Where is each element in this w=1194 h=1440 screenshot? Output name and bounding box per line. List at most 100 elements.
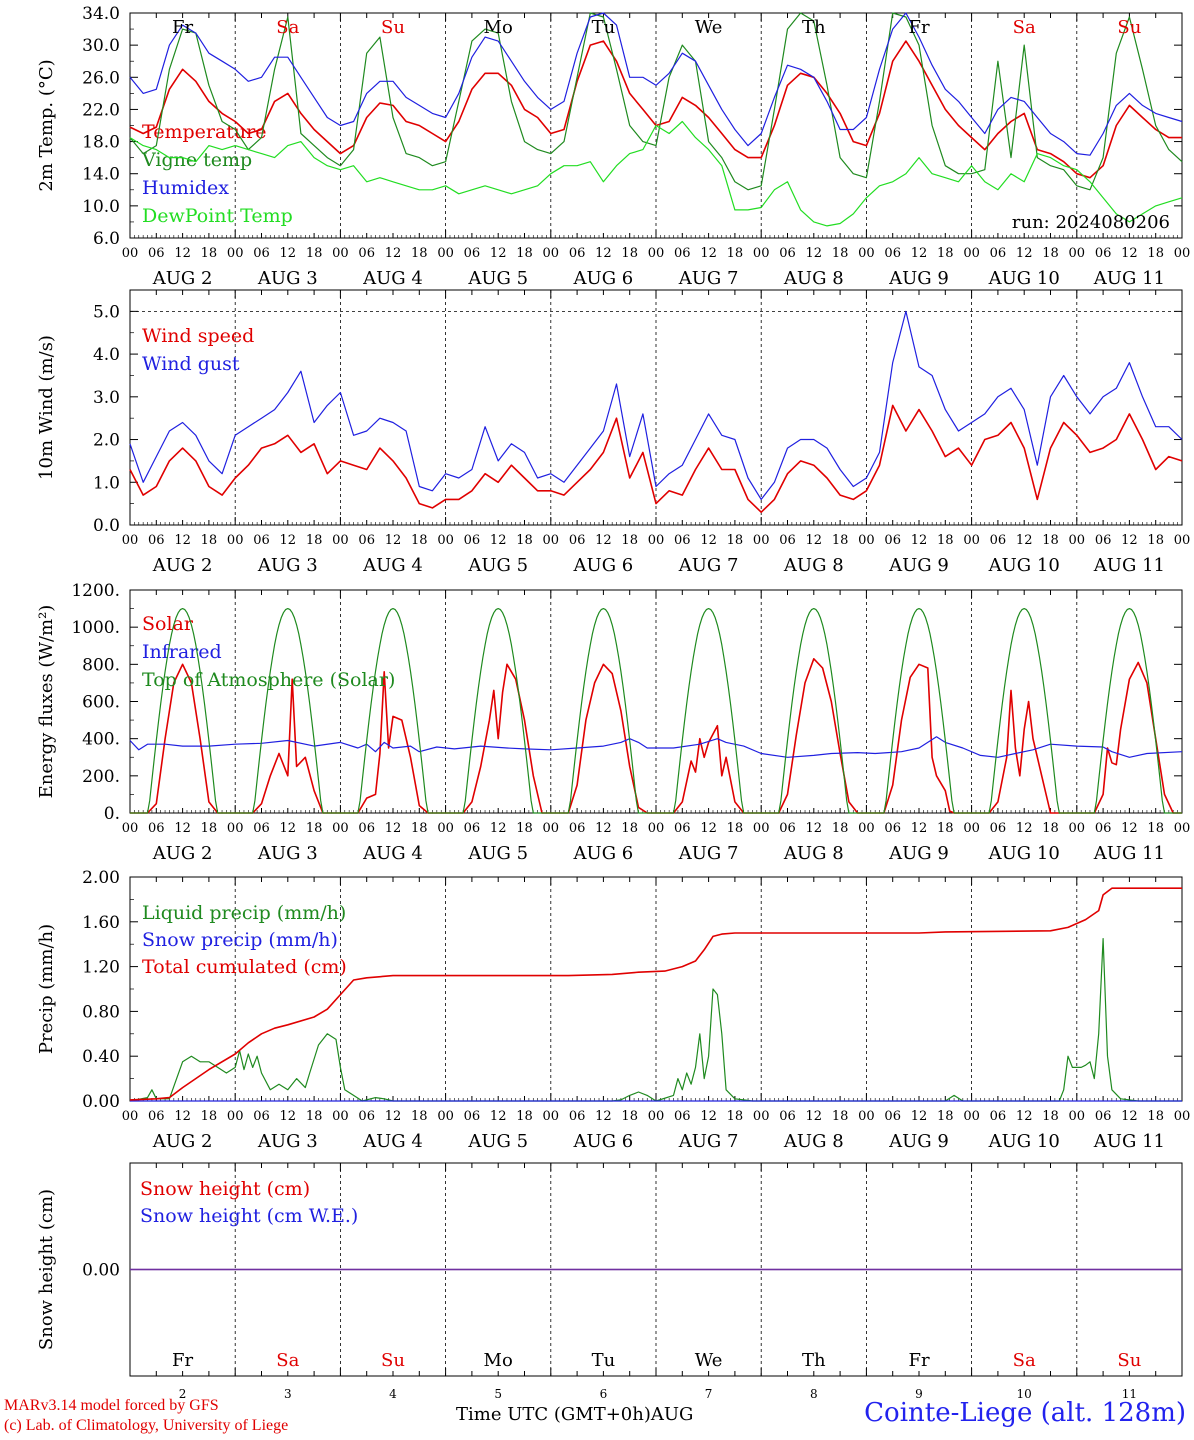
hour-tick-label: 06 [253,821,270,836]
hour-tick-label: 12 [806,533,823,548]
hour-tick-label: 06 [884,533,901,548]
day-label: AUG 7 [678,1131,739,1152]
hour-tick-label: 12 [911,1109,928,1124]
hour-tick-label: 00 [753,533,770,548]
hour-tick-label: 06 [1095,1109,1112,1124]
hour-tick-label: 12 [174,246,191,261]
hour-tick-label: 12 [700,1109,717,1124]
hour-tick-label: 18 [937,533,954,548]
weekday-label: Su [1117,17,1141,38]
hour-tick-label: 06 [148,246,165,261]
day-number-label: 9 [915,1387,923,1401]
hour-tick-label: 00 [963,821,980,836]
y-tick-label: 1000. [71,618,120,638]
hour-tick-label: 06 [464,533,481,548]
hour-tick-label: 18 [832,533,849,548]
hour-tick-label: 00 [543,1109,560,1124]
hour-tick-label: 12 [1121,1109,1138,1124]
hour-tick-label: 00 [753,821,770,836]
hour-tick-label: 06 [1095,821,1112,836]
hour-tick-label: 18 [1042,1109,1059,1124]
day-label: AUG 2 [152,268,213,289]
hour-tick-label: 12 [806,1109,823,1124]
y-tick-label: 30.0 [82,36,120,56]
series-line-solar [130,658,1182,814]
hour-tick-label: 18 [1042,821,1059,836]
y-tick-label: 18.0 [82,133,120,153]
hour-tick-label: 12 [1016,821,1033,836]
hour-tick-label: 18 [832,246,849,261]
day-label: AUG 8 [783,1131,844,1152]
chart-panel-1: 00 06 12 18 00 06 12 18 00 06 12 18 00 06 12 18 00 06 12 18… [36,4,1190,289]
hour-tick-label: 18 [411,246,428,261]
y-axis-label: 2m Temp. (°C) [36,59,57,191]
hour-tick-label: 18 [937,821,954,836]
hour-tick-label: 06 [148,1109,165,1124]
day-label: AUG 9 [888,555,949,576]
y-tick-label: 3.0 [93,388,120,408]
day-label: AUG 11 [1093,268,1165,289]
hour-tick-label: 18 [1147,821,1164,836]
day-number-label: 4 [389,1387,397,1401]
day-label: AUG 6 [573,843,634,864]
hour-tick-label: 00 [437,533,454,548]
hour-tick-label: 00 [648,533,665,548]
hour-tick-label: 06 [569,246,586,261]
hour-tick-label: 06 [884,821,901,836]
hour-tick-label: 00 [122,1109,139,1124]
y-tick-label: 14.0 [82,165,120,185]
day-label: AUG 10 [988,1131,1060,1152]
series-line-vigne-temp [129,12,1183,191]
y-tick-label: 2.0 [93,431,120,451]
hour-tick-label: 18 [1042,533,1059,548]
hour-tick-label: 18 [411,533,428,548]
hour-tick-label: 06 [253,1109,270,1124]
chart-panel-3: 00 06 12 18 00 06 12 18 00 06 12 18 00 06 12 18 00 06 12 18… [36,581,1190,864]
y-tick-label: 0.80 [82,1002,120,1022]
hour-tick-label: 00 [1174,533,1191,548]
hour-tick-label: 18 [201,246,218,261]
hour-tick-label: 12 [1121,533,1138,548]
hour-tick-label: 00 [543,246,560,261]
x-axis-month: AUG [650,1404,694,1425]
day-label: AUG 3 [257,268,318,289]
hour-tick-label: 06 [464,246,481,261]
day-label: AUG 4 [362,843,423,864]
day-label: AUG 9 [888,268,949,289]
weekday-label: Fr [172,1350,193,1371]
hour-tick-label: 06 [358,246,375,261]
y-axis-label: Energy fluxes (W/m²) [36,605,57,799]
hour-tick-label: 00 [648,246,665,261]
model-credit: MARv3.14 model forced by GFS [4,1397,219,1414]
day-label: AUG 10 [988,555,1060,576]
day-number-label: 10 [1017,1387,1032,1401]
hour-tick-label: 12 [1121,246,1138,261]
legend-entry: Total cumulated (cm) [142,956,347,978]
legend-entry: DewPoint Temp [142,205,293,227]
hour-tick-label: 12 [280,1109,297,1124]
weekday-label: Mo [484,17,513,38]
legend-entry: Humidex [142,177,229,199]
series-line-humidex [129,12,1183,156]
hour-tick-label: 00 [437,1109,454,1124]
hour-tick-label: 18 [306,533,323,548]
hour-tick-label: 06 [674,246,691,261]
weekday-label: We [695,1350,723,1371]
weekday-label: Su [1117,1350,1141,1371]
weekday-label: Tu [592,17,616,38]
hour-tick-label: 06 [990,533,1007,548]
hour-tick-label: 18 [621,533,638,548]
hour-tick-label: 06 [358,533,375,548]
hour-tick-label: 00 [1174,1109,1191,1124]
hour-tick-label: 12 [700,821,717,836]
hour-tick-label: 12 [595,1109,612,1124]
hour-tick-label: 06 [779,1109,796,1124]
day-number-label: 11 [1122,1387,1137,1401]
y-axis-label: 10m Wind (m/s) [36,335,57,480]
y-tick-label: 6.0 [93,229,120,249]
y-axis-label: Precip (mm/h) [36,924,57,1054]
weekday-label: Fr [908,1350,929,1371]
hour-tick-label: 18 [516,533,533,548]
hour-tick-label: 18 [621,1109,638,1124]
day-number-label: 3 [284,1387,292,1401]
